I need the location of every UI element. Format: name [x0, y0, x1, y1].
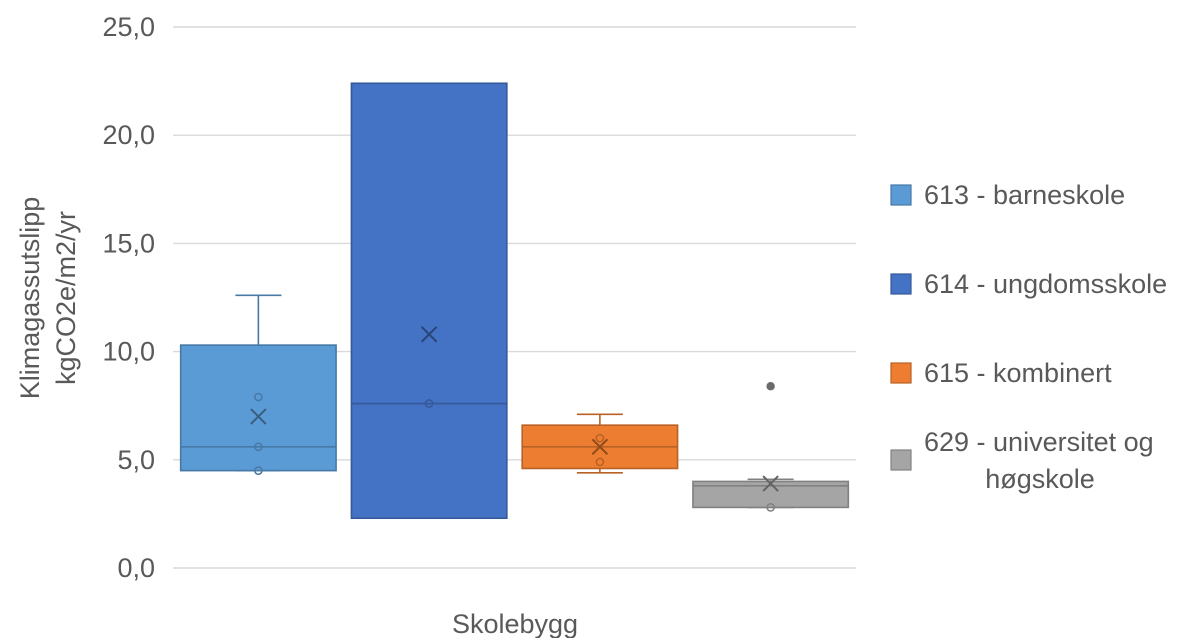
legend-label-line: 629 - universitet og — [924, 427, 1154, 457]
x-axis-title: Skolebygg — [452, 609, 578, 638]
data-point — [254, 442, 263, 452]
data-point — [254, 392, 263, 402]
y-tick-label: 0,0 — [117, 553, 155, 583]
box-body — [350, 82, 508, 520]
legend-swatch — [890, 449, 912, 471]
y-axis-title-line: kgCO2e/m2/yr — [51, 211, 81, 385]
data-point — [424, 399, 434, 408]
legend-swatch — [890, 362, 912, 384]
data-point — [595, 433, 605, 443]
y-axis-ticks: 0,0 5,0 10,0 15,0 20,0 25,0 — [102, 12, 155, 583]
box-body — [179, 344, 337, 472]
outlier-point — [766, 382, 775, 391]
legend-label: 615 - kombinert — [924, 358, 1112, 388]
legend-label-line: 614 - ungdomsskole — [924, 269, 1167, 299]
y-tick-label: 10,0 — [102, 337, 155, 367]
axes: Klimagassutslipp kgCO2e/m2/yr Skolebygg — [15, 197, 578, 639]
y-axis-title-line: Klimagassutslipp — [15, 197, 45, 400]
y-tick-label: 5,0 — [117, 445, 155, 475]
box-series — [179, 82, 850, 520]
mean-marker — [762, 475, 779, 492]
legend-swatch — [890, 273, 912, 295]
legend-item-4: 629 - universitet og høgskole — [890, 427, 1154, 494]
box-4 — [692, 382, 850, 512]
box-1 — [179, 294, 337, 475]
box-3 — [521, 413, 679, 474]
y-tick-label: 25,0 — [102, 12, 155, 42]
box-2 — [350, 82, 508, 520]
legend-label: 613 - barneskole — [924, 180, 1125, 210]
legend-item-3: 615 - kombinert — [890, 358, 1112, 388]
data-point — [766, 503, 775, 512]
legend-label-line: høgskole — [985, 464, 1095, 494]
legend-swatch — [890, 184, 912, 206]
legend-label: 614 - ungdomsskole — [924, 269, 1167, 299]
legend-item-1: 613 - barneskole — [890, 180, 1125, 210]
legend-item-2: 614 - ungdomsskole — [890, 269, 1167, 299]
y-axis-title: Klimagassutslipp kgCO2e/m2/yr — [15, 197, 81, 400]
mean-marker — [420, 326, 438, 343]
y-tick-label: 15,0 — [102, 228, 155, 258]
y-tick-label: 20,0 — [102, 120, 155, 150]
data-point — [254, 466, 263, 475]
legend-label-line: 613 - barneskole — [924, 180, 1125, 210]
mean-marker — [591, 438, 609, 456]
mean-marker — [250, 408, 267, 425]
data-point — [595, 457, 605, 467]
legend-label: 629 - universitet og høgskole — [924, 427, 1154, 494]
legend: 613 - barneskole 614 - ungdomsskole 615 - … — [890, 180, 1167, 494]
legend-label-line: 615 - kombinert — [924, 358, 1112, 388]
